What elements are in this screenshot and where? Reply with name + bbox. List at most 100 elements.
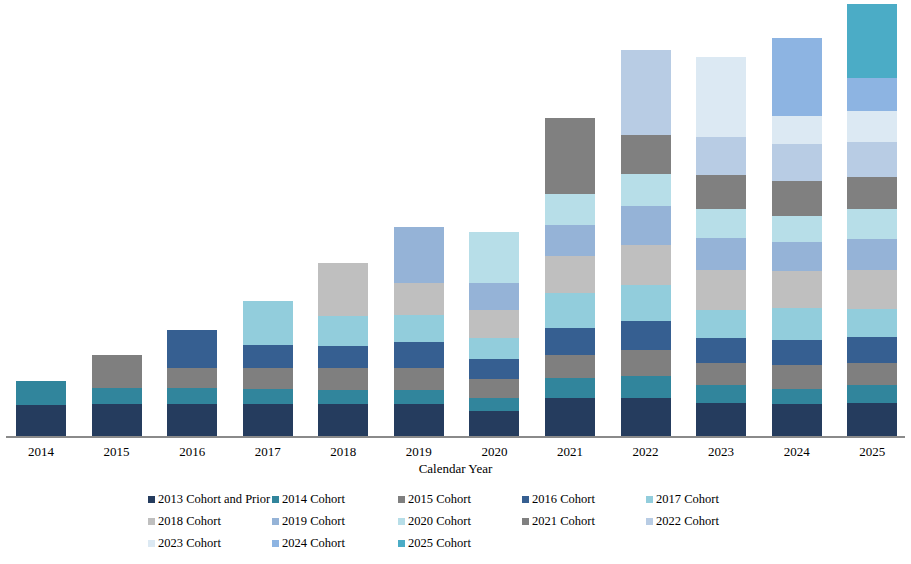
legend-label: 2023 Cohort: [158, 536, 221, 551]
bar-segment-2024-2020-cohort: [772, 216, 822, 242]
bar-segment-2025-2021-cohort: [847, 177, 897, 209]
bar-segment-2017-2016-cohort: [243, 345, 293, 368]
x-axis-label-2020: 2020: [459, 444, 529, 460]
bar-segment-2017-2017-cohort: [243, 301, 293, 345]
bar-segment-2014-2014-cohort: [16, 381, 66, 405]
bar-2017: [243, 301, 293, 437]
legend-label: 2014 Cohort: [282, 492, 345, 507]
x-axis-label-2022: 2022: [611, 444, 681, 460]
bar-segment-2020-2020-cohort: [469, 232, 519, 283]
x-axis-label-2021: 2021: [535, 444, 605, 460]
bar-segment-2022-2015-cohort: [621, 350, 671, 376]
bar-segment-2023-2014-cohort: [696, 385, 746, 403]
bar-segment-2019-2016-cohort: [394, 342, 444, 368]
bar-segment-2021-2014-cohort: [545, 378, 595, 398]
bar-segment-2023-2013-cohort-and-prior: [696, 403, 746, 437]
legend-label: 2022 Cohort: [656, 514, 719, 529]
bar-segment-2022-2014-cohort: [621, 376, 671, 398]
bar-segment-2023-2020-cohort: [696, 209, 746, 238]
x-axis-label-2016: 2016: [157, 444, 227, 460]
bar-segment-2017-2014-cohort: [243, 389, 293, 404]
legend-item-2015-cohort: 2015 Cohort: [398, 489, 522, 511]
legend-swatch-icon: [272, 518, 279, 525]
bar-segment-2025-2014-cohort: [847, 385, 897, 403]
bar-segment-2015-2013-cohort-and-prior: [92, 404, 142, 437]
legend-item-2014-cohort: 2014 Cohort: [272, 489, 398, 511]
bar-segment-2018-2016-cohort: [318, 346, 368, 368]
bar-2015: [92, 355, 142, 437]
legend-item-2022-cohort: 2022 Cohort: [646, 511, 776, 533]
bar-segment-2024-2021-cohort: [772, 181, 822, 216]
x-axis-label-2014: 2014: [6, 444, 76, 460]
bar-segment-2016-2014-cohort: [167, 388, 217, 404]
x-axis-label-2015: 2015: [82, 444, 152, 460]
bar-segment-2019-2018-cohort: [394, 283, 444, 315]
bar-segment-2015-2014-cohort: [92, 388, 142, 404]
bar-segment-2023-2021-cohort: [696, 175, 746, 209]
bar-segment-2025-2022-cohort: [847, 142, 897, 177]
bar-segment-2025-2020-cohort: [847, 209, 897, 239]
legend-item-2019-cohort: 2019 Cohort: [272, 511, 398, 533]
legend-item-2020-cohort: 2020 Cohort: [398, 511, 522, 533]
bar-segment-2025-2024-cohort: [847, 78, 897, 111]
legend-swatch-icon: [398, 496, 405, 503]
legend-item-2021-cohort: 2021 Cohort: [522, 511, 646, 533]
bar-segment-2025-2017-cohort: [847, 309, 897, 337]
bar-segment-2015-2015-cohort: [92, 355, 142, 388]
legend-label: 2024 Cohort: [282, 536, 345, 551]
bar-segment-2025-2016-cohort: [847, 337, 897, 363]
bar-segment-2023-2016-cohort: [696, 338, 746, 363]
bar-segment-2021-2017-cohort: [545, 293, 595, 328]
bar-2019: [394, 227, 444, 437]
bar-2023: [696, 57, 746, 437]
bar-segment-2016-2015-cohort: [167, 368, 217, 388]
legend-swatch-icon: [148, 518, 155, 525]
bar-segment-2017-2015-cohort: [243, 368, 293, 389]
bar-2024: [772, 38, 822, 437]
bar-segment-2016-2013-cohort-and-prior: [167, 404, 217, 437]
bar-segment-2019-2017-cohort: [394, 315, 444, 342]
bar-segment-2017-2013-cohort-and-prior: [243, 404, 293, 437]
bar-segment-2025-2025-cohort: [847, 4, 897, 78]
x-axis-label-2023: 2023: [686, 444, 756, 460]
x-axis-label-2024: 2024: [762, 444, 832, 460]
legend-label: 2016 Cohort: [532, 492, 595, 507]
legend-item-2025-cohort: 2025 Cohort: [398, 532, 522, 554]
bar-2020: [469, 232, 519, 437]
bar-segment-2021-2018-cohort: [545, 256, 595, 293]
bar-segment-2025-2015-cohort: [847, 363, 897, 385]
legend-swatch-icon: [272, 540, 279, 547]
legend-item-2024-cohort: 2024 Cohort: [272, 532, 398, 554]
bar-segment-2023-2018-cohort: [696, 270, 746, 310]
bar-segment-2020-2014-cohort: [469, 398, 519, 411]
legend-item-2016-cohort: 2016 Cohort: [522, 489, 646, 511]
bar-segment-2022-2020-cohort: [621, 174, 671, 206]
legend-swatch-icon: [646, 518, 653, 525]
bar-segment-2023-2022-cohort: [696, 137, 746, 175]
legend-label: 2019 Cohort: [282, 514, 345, 529]
bar-segment-2025-2023-cohort: [847, 111, 897, 142]
legend-item-2017-cohort: 2017 Cohort: [646, 489, 776, 511]
x-axis-label-2025: 2025: [837, 444, 907, 460]
bar-segment-2023-2023-cohort: [696, 57, 746, 137]
legend-label: 2013 Cohort and Prior: [158, 492, 270, 507]
bar-segment-2024-2019-cohort: [772, 242, 822, 271]
legend-item-2013-cohort-and-prior: 2013 Cohort and Prior: [148, 489, 272, 511]
bar-segment-2020-2016-cohort: [469, 359, 519, 379]
plot-area: [0, 0, 911, 437]
bar-segment-2024-2024-cohort: [772, 38, 822, 116]
bar-segment-2016-2016-cohort: [167, 330, 217, 368]
bar-segment-2024-2023-cohort: [772, 116, 822, 144]
bar-segment-2024-2018-cohort: [772, 271, 822, 308]
bar-segment-2022-2016-cohort: [621, 321, 671, 350]
x-axis-line: [6, 436, 905, 438]
bar-2016: [167, 330, 217, 437]
bar-segment-2020-2019-cohort: [469, 283, 519, 310]
legend-label: 2021 Cohort: [532, 514, 595, 529]
bar-segment-2021-2013-cohort-and-prior: [545, 398, 595, 437]
legend-label: 2025 Cohort: [408, 536, 471, 551]
bar-segment-2024-2017-cohort: [772, 308, 822, 340]
legend-swatch-icon: [148, 496, 155, 503]
bar-2014: [16, 381, 66, 437]
x-axis-label-2019: 2019: [384, 444, 454, 460]
